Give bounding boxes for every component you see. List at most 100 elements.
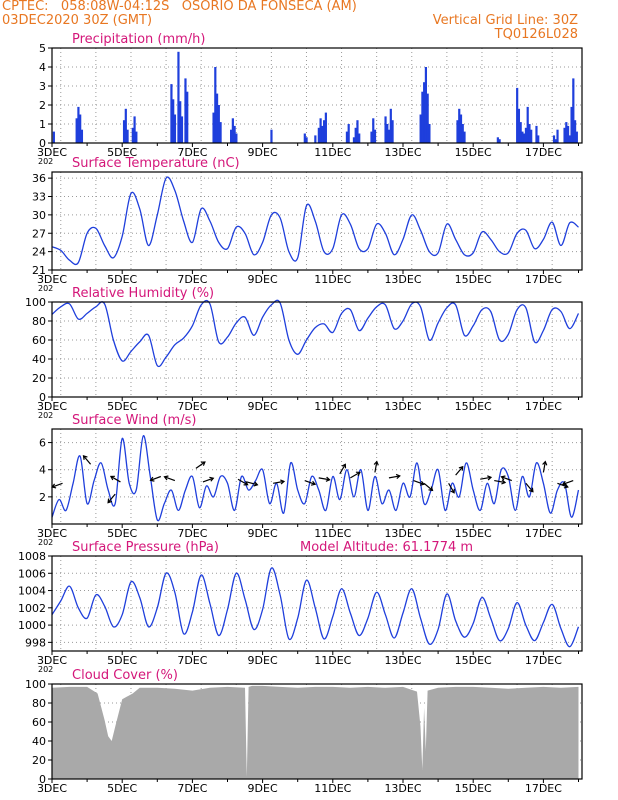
series-line — [51, 299, 580, 368]
precip-bar — [170, 84, 173, 143]
precip-bar — [458, 108, 461, 143]
precip-bar — [305, 137, 308, 143]
wind-vector-head — [149, 476, 155, 482]
precip-bar — [235, 133, 238, 143]
x-tick-label: 17DEC — [525, 782, 562, 795]
y-tick-label: 60 — [32, 716, 46, 729]
precip-bar — [324, 112, 327, 143]
precip-bar — [126, 129, 129, 143]
x-tick-label: 7DEC — [177, 654, 207, 667]
wind-vector — [246, 481, 258, 486]
wind-vector-head — [163, 475, 169, 481]
x-tick-label: 15DEC — [455, 273, 492, 286]
wind-vector — [110, 475, 121, 483]
wind-vector-head — [109, 475, 115, 481]
wind-vector-head — [395, 473, 401, 480]
y-tick-label: 100 — [25, 678, 46, 691]
panel-title: Surface Pressure (hPa) — [72, 540, 219, 555]
x-tick-label: 3DEC — [37, 146, 67, 159]
x-tick-label: 9DEC — [248, 654, 278, 667]
y-tick-label: 27 — [32, 227, 46, 240]
x-tick-label: 11DEC — [314, 654, 351, 667]
precip-bar — [573, 120, 577, 143]
x-tick-label: 7DEC — [177, 273, 207, 286]
wind-vector — [339, 463, 346, 475]
precip-bar — [523, 133, 526, 143]
precip-bar — [498, 139, 501, 143]
precip-bar — [537, 135, 540, 143]
precip-bar — [52, 131, 55, 143]
precip-bar — [314, 135, 317, 143]
precip-bar — [214, 67, 217, 143]
wind-vector-head — [528, 487, 534, 493]
wind-vector — [480, 476, 492, 480]
grid-line-note: Vertical Grid Line: 30Z — [432, 13, 578, 28]
year-stub: 202 — [38, 411, 53, 420]
precip-bar — [428, 124, 431, 143]
precip-bar — [79, 114, 82, 143]
x-tick-label: 15DEC — [455, 146, 492, 159]
wind-vector — [350, 471, 361, 479]
x-tick-label: 3DEC — [37, 400, 67, 413]
precip-bar — [384, 116, 387, 143]
panel-5: 0 20 40 60 80 100 3DEC 5DEC 7DEC 9DEC 11DEC 13DEC 15… — [25, 668, 583, 795]
y-tick-label: 4 — [39, 61, 46, 74]
x-tick-label: 15DEC — [455, 654, 492, 667]
precip-bar — [528, 124, 531, 143]
x-tick-label: 17DEC — [525, 654, 562, 667]
precip-bar — [535, 125, 538, 143]
x-tick-label: 3DEC — [37, 273, 67, 286]
precip-bar — [75, 118, 78, 143]
wind-vector-head — [450, 488, 455, 494]
y-tick-label: 1002 — [18, 602, 46, 615]
precip-bar — [423, 82, 426, 143]
wind-vector — [304, 480, 316, 485]
precip-bar — [133, 116, 136, 143]
wind-vector-head — [561, 480, 567, 486]
wind-vector — [455, 466, 464, 476]
x-tick-label: 15DEC — [455, 400, 492, 413]
precip-bar — [179, 101, 182, 143]
precip-bar — [519, 122, 522, 143]
precip-bar — [347, 124, 350, 143]
precip-bar — [517, 108, 521, 143]
wind-vector — [273, 480, 285, 484]
precip-bar — [524, 127, 528, 143]
precip-bar — [421, 91, 424, 143]
precip-bar — [77, 106, 80, 143]
wind-vector — [374, 461, 378, 473]
model-altitude: Model Altitude: 61.1774 m — [300, 540, 473, 555]
precip-bar — [526, 106, 529, 143]
panel-4: 998 1000 1002 1004 1006 1008 3DEC 5DEC 7DEC 9DEC 1… — [18, 540, 583, 674]
series-line — [51, 176, 579, 266]
precip-bar — [358, 133, 361, 143]
precip-bar — [372, 118, 375, 143]
precip-bar — [373, 129, 377, 143]
wind-vector — [448, 482, 455, 494]
wind-vector — [202, 477, 214, 483]
year-stub: 202 — [38, 157, 53, 166]
precip-bar — [135, 131, 138, 143]
y-tick-label: 1 — [39, 118, 46, 131]
wind-vector-head — [310, 480, 317, 486]
precip-bar — [317, 127, 320, 143]
run-date: 03DEC2020 30Z (GMT) — [2, 13, 153, 28]
model-code: TQ0126L028 — [494, 27, 578, 42]
y-tick-label: 5 — [39, 42, 46, 55]
y-tick-label: 6 — [39, 437, 46, 450]
precip-bar — [80, 129, 84, 143]
x-tick-label: 13DEC — [384, 527, 421, 540]
wind-vector-head — [428, 486, 434, 492]
y-tick-label: 4 — [39, 464, 46, 477]
precip-bar — [124, 108, 127, 143]
x-tick-label: 9DEC — [248, 782, 278, 795]
x-tick-label: 7DEC — [177, 146, 207, 159]
wind-vector — [501, 476, 513, 482]
x-tick-label: 13DEC — [384, 654, 421, 667]
precip-bar — [303, 133, 306, 143]
y-tick-label: 1008 — [18, 550, 46, 563]
wind-vector-head — [200, 461, 206, 466]
series-line — [51, 435, 580, 522]
precip-bar — [563, 127, 566, 143]
x-tick-label: 5DEC — [107, 146, 137, 159]
